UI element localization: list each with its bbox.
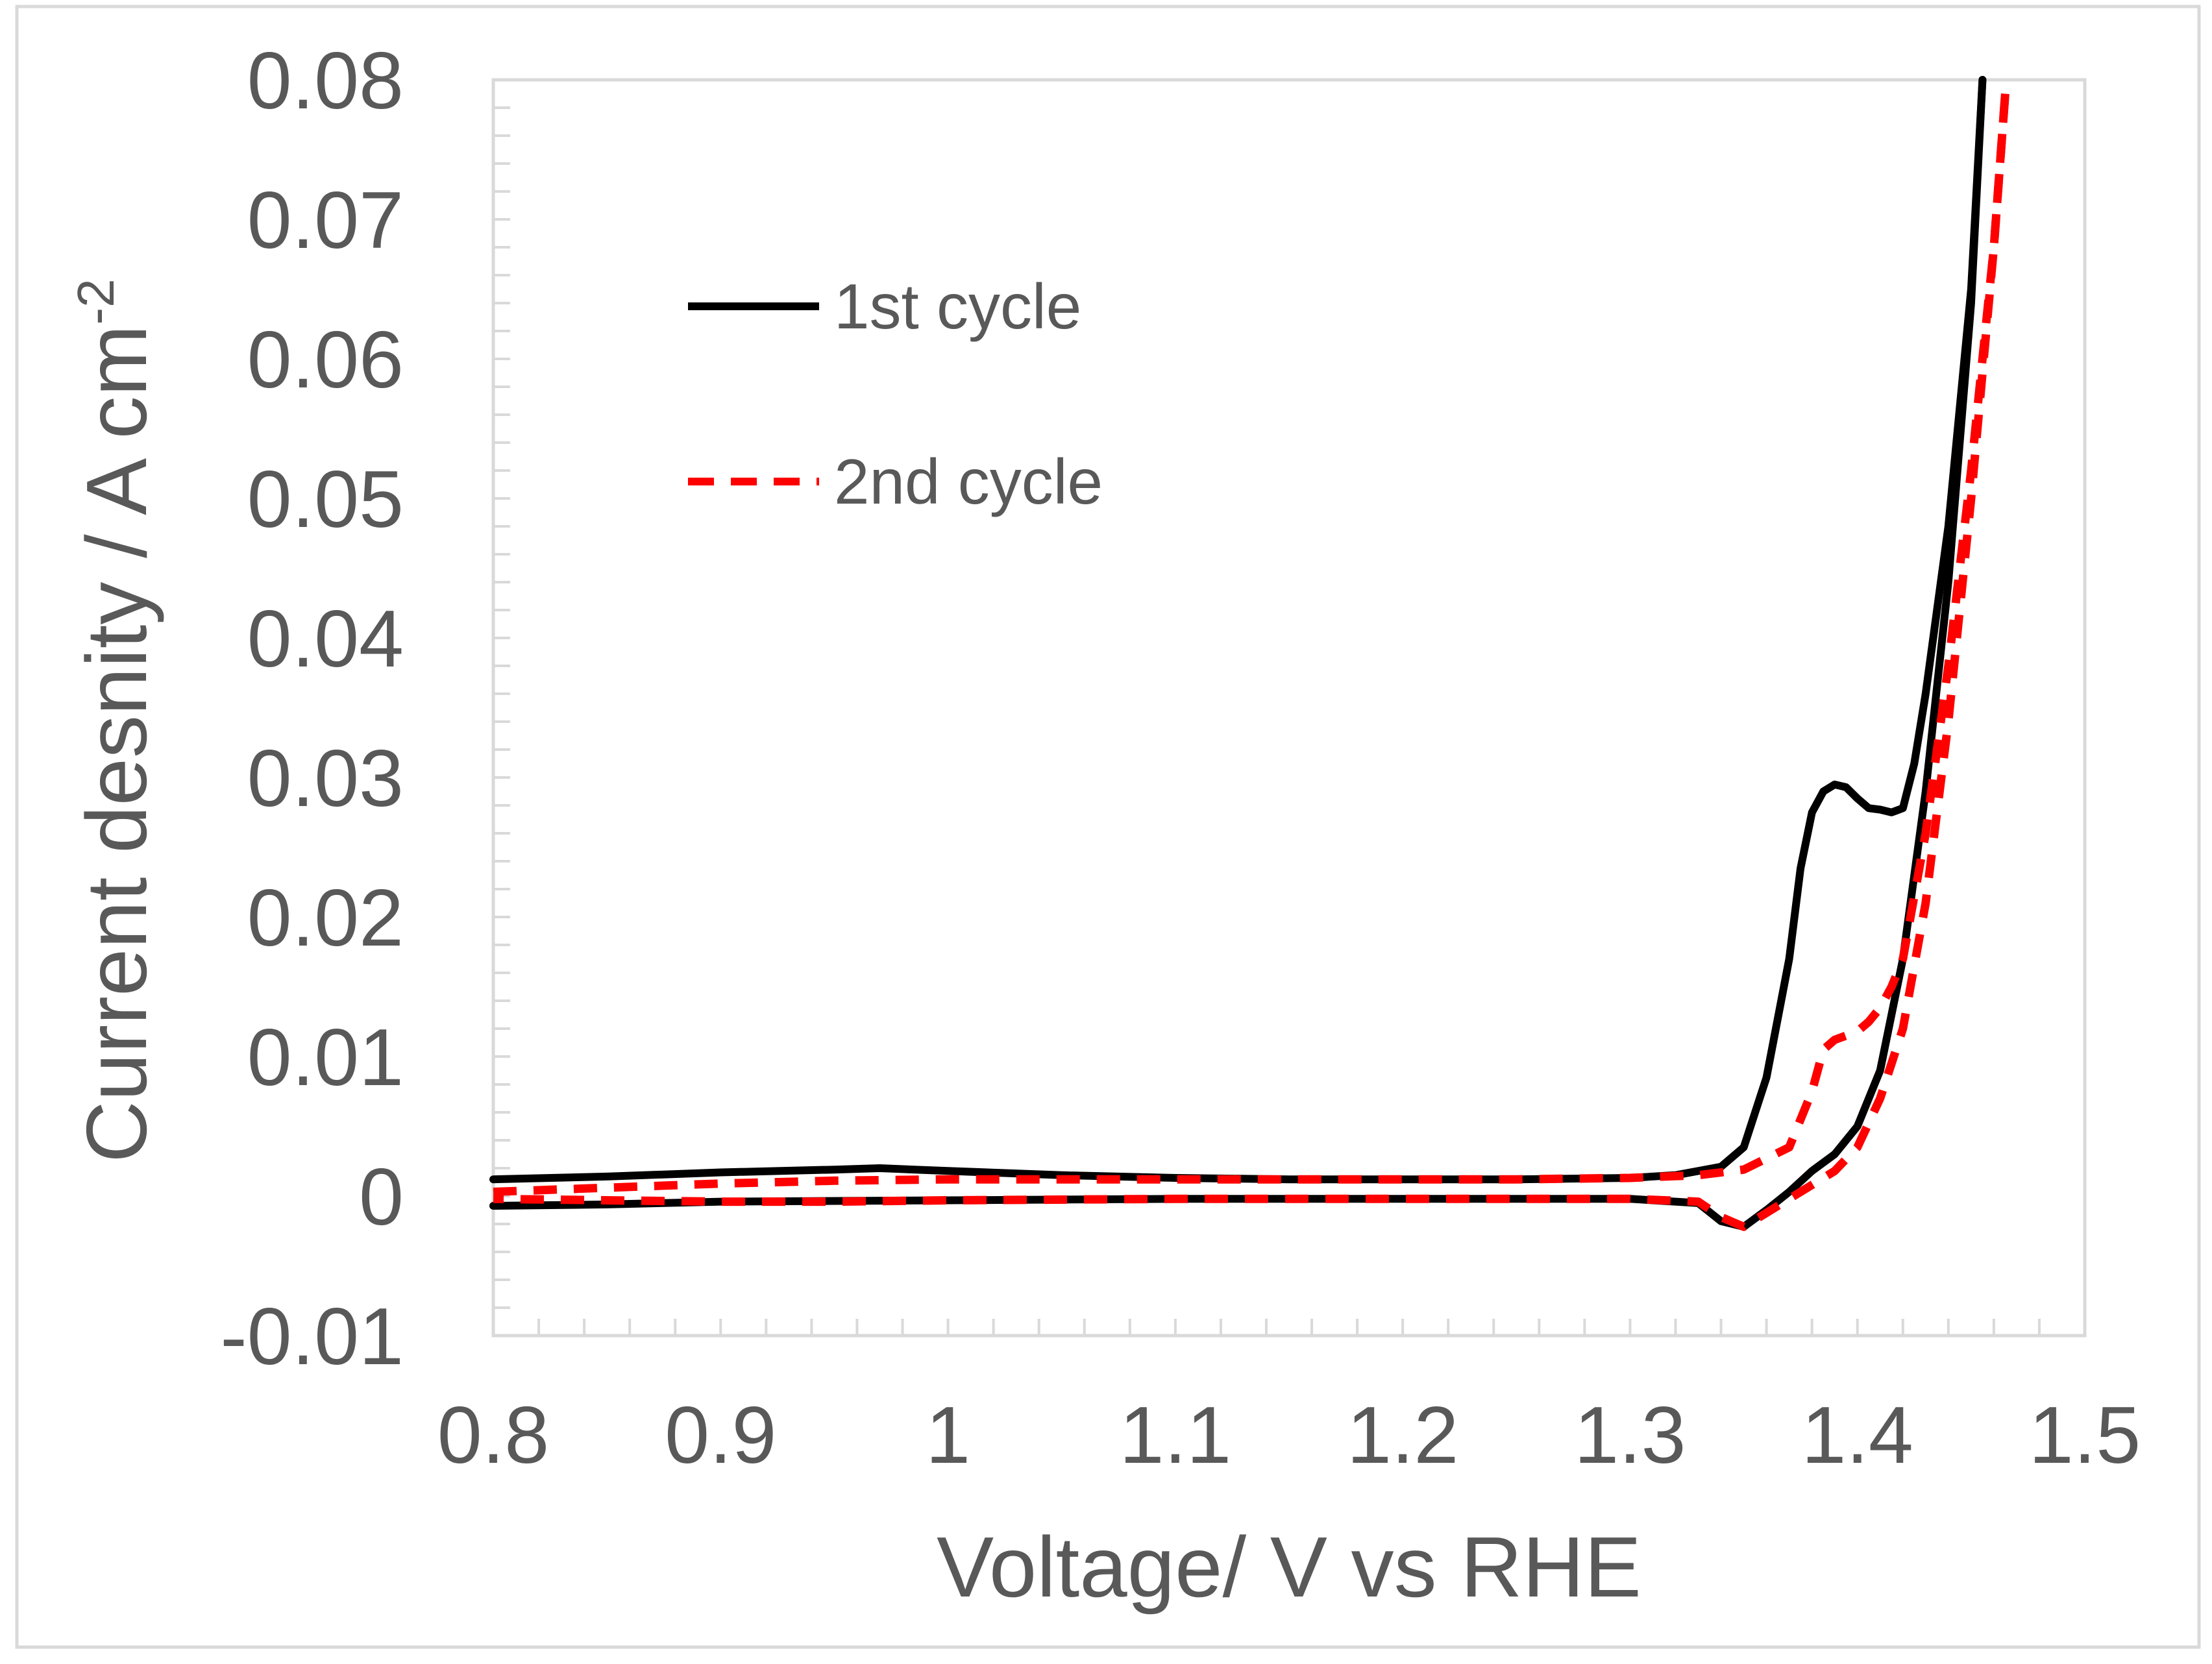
y-tick-label: 0.03 bbox=[247, 734, 404, 824]
series-line-reverse bbox=[493, 93, 2009, 1231]
x-axis-title: Voltage/ V vs RHE bbox=[937, 1519, 1641, 1615]
chart-outer-border bbox=[15, 5, 2201, 1649]
legend-label: 2nd cycle bbox=[834, 446, 1103, 517]
y-tick-label: 0.04 bbox=[247, 594, 404, 684]
y-axis-title-superscript: -2 bbox=[67, 278, 125, 324]
x-tick-label: 0.8 bbox=[437, 1391, 549, 1480]
x-tick-label: 1.2 bbox=[1347, 1391, 1458, 1480]
plot-area-frame bbox=[491, 78, 2087, 1338]
y-axis-title-main: Current desnity / A cm bbox=[69, 324, 164, 1162]
y-tick-label: 0.07 bbox=[247, 176, 404, 265]
y-axis-tick-labels: -0.01 0 0.01 0.02 0.03 0.04 0.05 0.06 0.07 0.08 bbox=[220, 36, 404, 1382]
x-tick-label: 1.4 bbox=[1802, 1391, 1913, 1480]
y-tick-label: 0.02 bbox=[247, 874, 404, 963]
x-axis-tick-labels: 0.8 0.9 1 1.1 1.2 1.3 1.4 1.5 bbox=[437, 1391, 2141, 1480]
x-tick-label: 1.5 bbox=[2029, 1391, 2141, 1480]
y-tick-label: 0.01 bbox=[247, 1013, 404, 1103]
x-tick-label: 0.9 bbox=[665, 1391, 776, 1480]
chart-legend: 1st cycle 2nd cycle bbox=[688, 271, 1103, 517]
series-line-forward bbox=[493, 93, 2009, 1196]
legend-label: 1st cycle bbox=[834, 271, 1081, 342]
x-tick-label: 1.3 bbox=[1574, 1391, 1686, 1480]
series-layer bbox=[489, 76, 2009, 1231]
y-axis-title: Current desnity / A cm-2 bbox=[67, 278, 164, 1162]
y-tick-label: 0 bbox=[359, 1153, 404, 1242]
y-tick-label: -0.01 bbox=[220, 1292, 404, 1382]
y-tick-label: 0.08 bbox=[247, 36, 404, 126]
series-line-forward bbox=[489, 76, 1987, 1184]
x-tick-label: 1 bbox=[926, 1391, 970, 1480]
x-tick-label: 1.1 bbox=[1120, 1391, 1231, 1480]
y-tick-label: 0.06 bbox=[247, 315, 404, 405]
y-tick-label: 0.05 bbox=[247, 455, 404, 544]
series-second-cycle bbox=[493, 93, 2009, 1231]
